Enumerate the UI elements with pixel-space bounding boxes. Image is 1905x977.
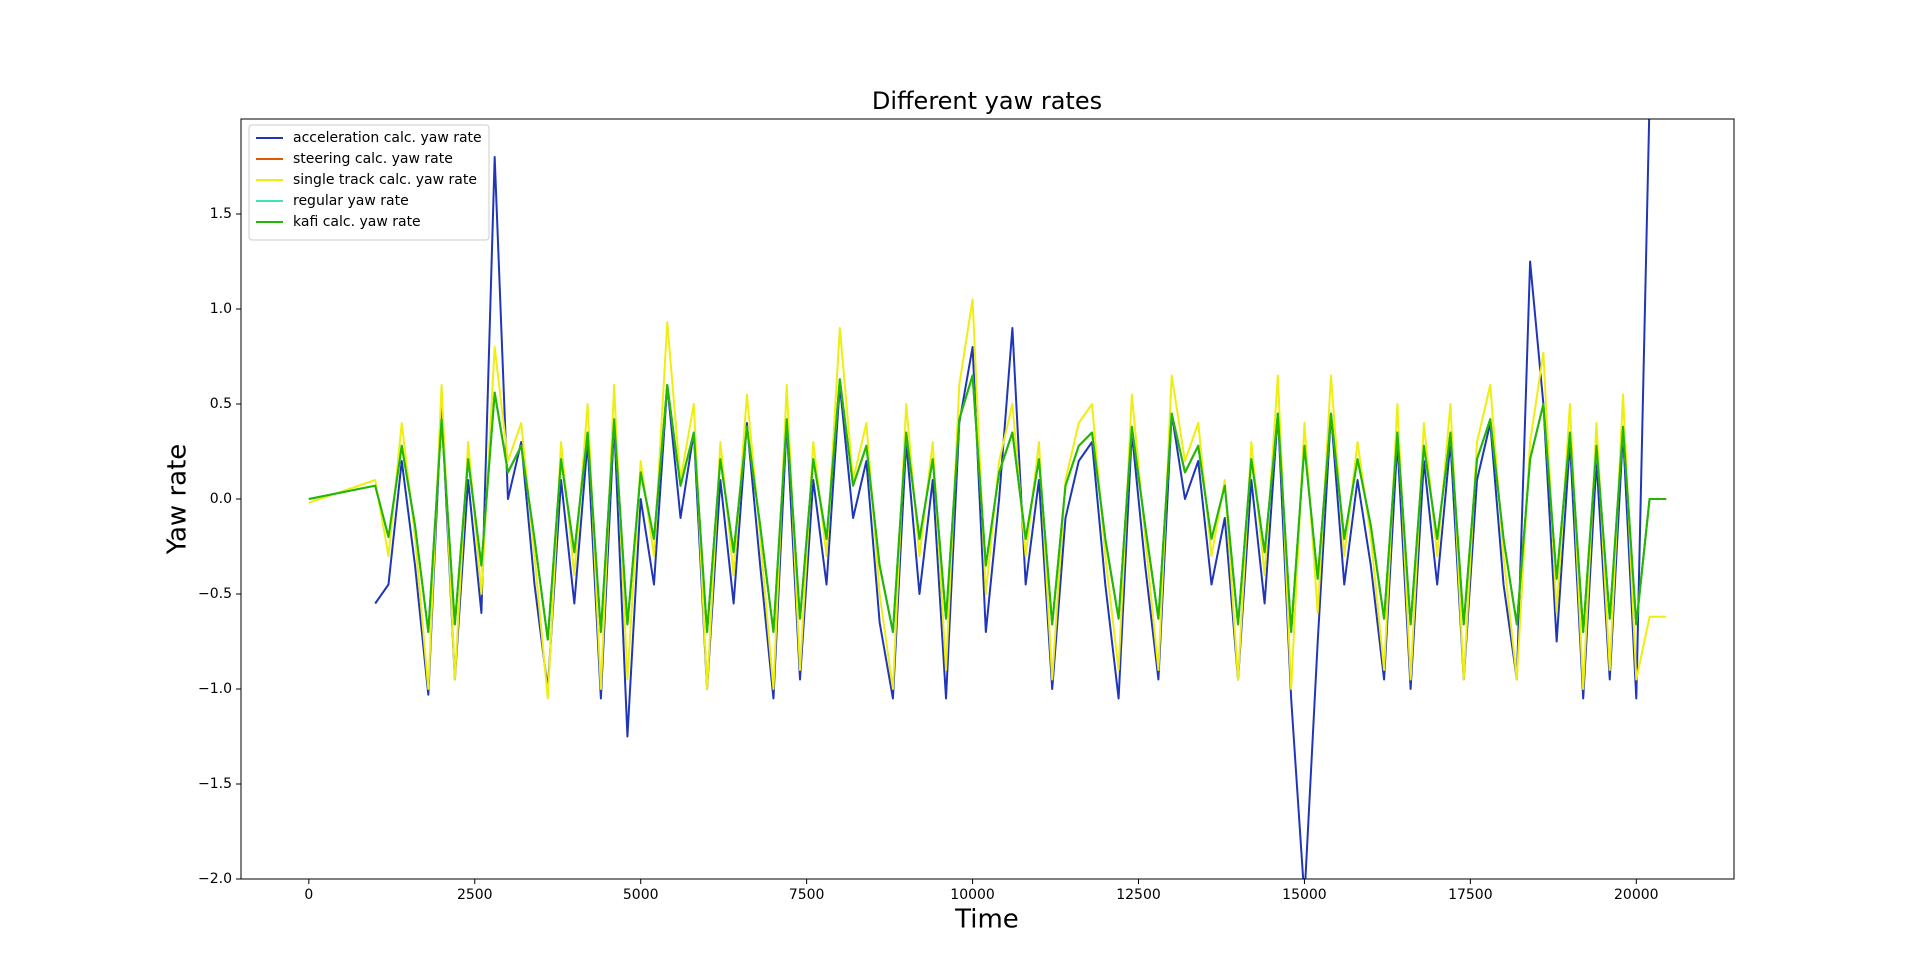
y-tick-label: −1.0 <box>198 681 232 697</box>
legend-label: single track calc. yaw rate <box>293 172 477 188</box>
x-tick-label: 15000 <box>1282 887 1327 903</box>
x-tick-label: 10000 <box>950 887 995 903</box>
x-tick-label: 12500 <box>1116 887 1161 903</box>
y-tick-label: −2.0 <box>198 871 232 887</box>
x-tick-label: 0 <box>304 887 313 903</box>
plot-lines <box>308 119 1667 879</box>
y-tick-label: 0.0 <box>210 491 232 507</box>
x-tick-label: 20000 <box>1614 887 1659 903</box>
legend-box <box>248 124 490 241</box>
legend-label: regular yaw rate <box>293 193 409 209</box>
chart-title: Different yaw rates <box>872 87 1102 115</box>
x-tick-label: 7500 <box>789 887 825 903</box>
legend-label: steering calc. yaw rate <box>293 151 453 167</box>
y-tick-label: −0.5 <box>198 586 232 602</box>
y-tick-label: 0.5 <box>210 396 232 412</box>
x-tick-label: 5000 <box>623 887 659 903</box>
y-tick-label: 1.0 <box>210 301 232 317</box>
x-tick-label: 2500 <box>457 887 493 903</box>
series-line <box>308 374 1667 641</box>
y-tick-label: 1.5 <box>210 206 232 222</box>
legend-label: kafi calc. yaw rate <box>293 214 421 230</box>
y-tick-label: −1.5 <box>198 776 232 792</box>
x-axis-label: Time <box>954 905 1019 935</box>
legend-label: acceleration calc. yaw rate <box>293 130 482 146</box>
y-axis-label: Yaw rate <box>163 444 193 556</box>
x-tick-label: 17500 <box>1448 887 1493 903</box>
